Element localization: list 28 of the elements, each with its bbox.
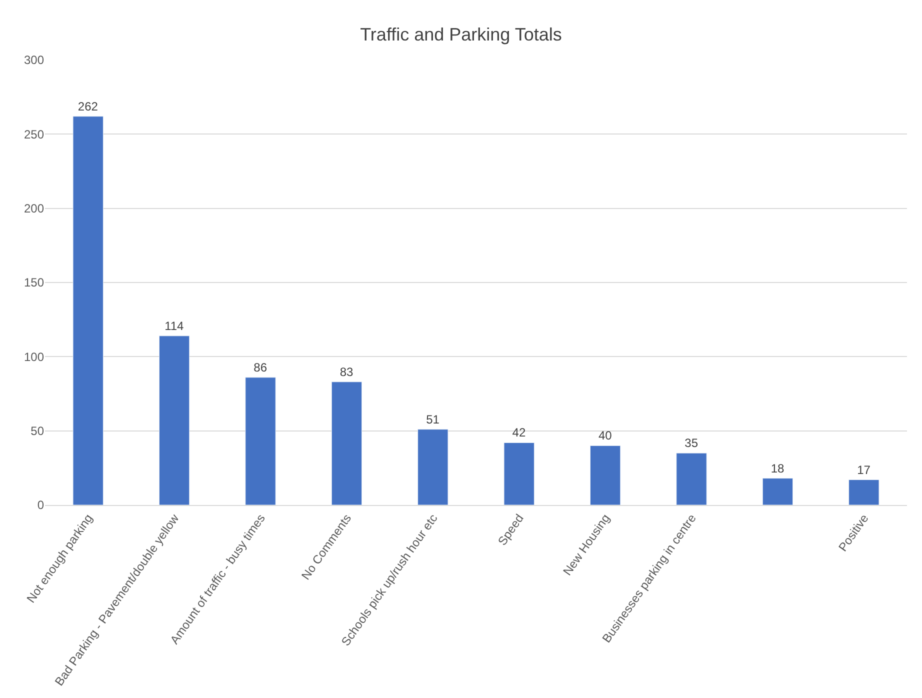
bar [848, 480, 880, 505]
bar [418, 429, 448, 505]
bar [72, 116, 104, 505]
bar [762, 478, 794, 505]
y-tick-label: 100 [24, 350, 44, 364]
y-tick-label: 150 [24, 276, 44, 290]
y-tick-label: 300 [24, 53, 44, 68]
bar [331, 382, 362, 505]
bar [590, 445, 621, 505]
y-tick-label: 50 [30, 424, 44, 438]
y-tick-label: 250 [24, 127, 44, 142]
data-label: 51 [426, 412, 440, 426]
y-tick-label: 200 [24, 202, 44, 216]
data-label: 18 [770, 461, 785, 476]
bar [676, 452, 707, 505]
bar [245, 377, 276, 505]
y-tick-label: 0 [37, 498, 44, 512]
data-label: 86 [254, 360, 268, 374]
bar [158, 336, 190, 505]
data-label: 40 [598, 428, 612, 443]
data-label: 17 [857, 462, 871, 477]
data-label: 42 [512, 426, 526, 440]
bar [504, 442, 534, 505]
data-label: 262 [78, 99, 98, 114]
data-label: 83 [340, 364, 354, 379]
chart-title: Traffic and Parking Totals [360, 24, 562, 45]
data-label: 114 [164, 318, 184, 333]
data-label: 35 [684, 436, 698, 450]
